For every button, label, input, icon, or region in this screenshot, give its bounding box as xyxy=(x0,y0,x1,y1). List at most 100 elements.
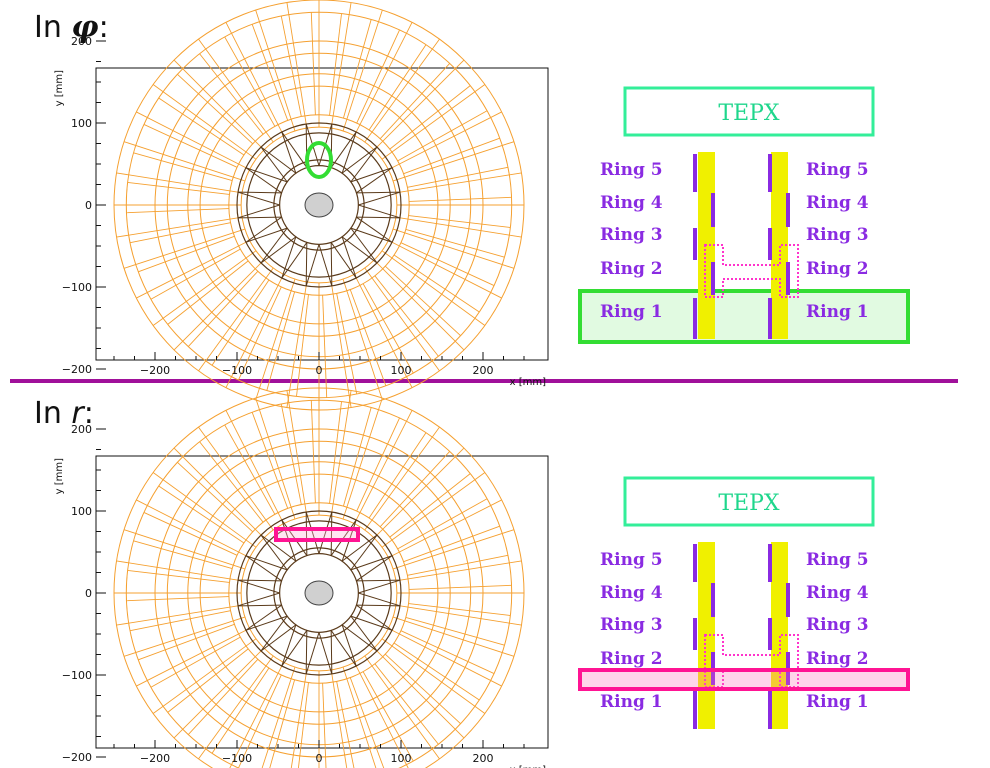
outer-module-edge xyxy=(342,19,372,119)
outer-module-edge xyxy=(330,281,352,408)
inner-module-edge xyxy=(330,519,357,556)
inner-module-edge xyxy=(318,632,333,675)
inner-module-edge xyxy=(358,592,401,607)
ring-label-left: Ring 3 xyxy=(600,225,663,245)
outer-module-edge xyxy=(255,397,296,520)
inner-module-edge xyxy=(305,630,308,674)
inner-ring-circle xyxy=(246,132,392,278)
outer-module-edge xyxy=(362,283,414,374)
ring-label-left: Ring 2 xyxy=(600,259,663,279)
outer-module-edge xyxy=(356,417,400,512)
inner-module-edge xyxy=(260,146,288,183)
outer-module-edge xyxy=(173,59,265,151)
inner-module-edge xyxy=(350,146,378,183)
heading-symbol: φ xyxy=(71,10,99,45)
inner-module-edge xyxy=(281,131,297,174)
outer-module-edge xyxy=(238,286,282,381)
outer-module-edge xyxy=(349,677,385,768)
inner-module-edge xyxy=(305,244,320,287)
outer-module-edge xyxy=(392,141,515,182)
outer-module-edge xyxy=(405,616,505,646)
outer-module-edge xyxy=(198,267,274,372)
outer-module-edge xyxy=(296,294,309,397)
tepx-title-box xyxy=(623,476,875,527)
inner-module-edge xyxy=(245,604,282,631)
inner-module-edge xyxy=(356,216,393,243)
outer-module-edge xyxy=(373,447,465,539)
inner-module-edge xyxy=(341,624,357,667)
outer-module-edge xyxy=(280,15,302,117)
inner-module-edge xyxy=(281,624,297,667)
outer-module-edge xyxy=(152,250,257,326)
inner-module-edge xyxy=(341,236,378,264)
inner-module-edge xyxy=(350,227,393,243)
inner-module-edge xyxy=(330,630,357,667)
ring-label-right: Ring 1 xyxy=(806,692,869,712)
inner-module-edge xyxy=(350,615,378,652)
inner-module-edge xyxy=(237,579,280,594)
outer-module-edge xyxy=(397,498,488,550)
tepx-title-box xyxy=(623,86,875,137)
inner-module-edge xyxy=(318,244,333,287)
inner-module-edge xyxy=(238,216,282,219)
inner-module-edge xyxy=(350,615,393,631)
outer-module-edge xyxy=(116,172,243,194)
inner-module-edge xyxy=(245,167,288,183)
outer-module-edge xyxy=(136,111,250,171)
plot-axes: −200 −100 0 100 200 200 100 0 −100 −200 x [mm] y [m… xyxy=(54,35,546,388)
heading-suffix: : xyxy=(98,10,109,45)
inner-module-edge xyxy=(281,630,308,667)
outer-module-edge xyxy=(395,604,522,626)
inner-module-edge xyxy=(356,216,400,219)
outer-module-edge xyxy=(255,278,296,401)
inner-module-edge xyxy=(238,579,282,582)
outer-module-edge xyxy=(381,250,486,326)
outer-module-edge xyxy=(123,616,246,657)
outer-module-edge xyxy=(384,653,461,725)
outer-module-edge xyxy=(138,623,235,661)
outer-module-edge xyxy=(336,681,355,768)
outer-module-edge xyxy=(150,248,241,300)
ring-label-right: Ring 4 xyxy=(806,583,869,603)
schematic-body: TEPX Ring 5 Ring 4 Ring 3 Ring 2 Ring 1 Ring 5… xyxy=(600,86,875,339)
outer-module-edge xyxy=(224,424,276,515)
outer-module-edge xyxy=(362,671,414,762)
outer-module-edge xyxy=(405,228,505,258)
inner-module-edge xyxy=(350,555,393,571)
outer-module-edge xyxy=(395,560,522,582)
outer-module-edge xyxy=(373,259,465,351)
inner-module-edge xyxy=(341,236,357,279)
inner-module-edge xyxy=(341,146,378,174)
outer-module-edge xyxy=(116,560,243,582)
outer-module-edge xyxy=(229,662,285,768)
plot-axes: −200 −100 0 100 200 200 100 0 −100 −200 x [mm] y [m… xyxy=(54,423,546,768)
inner-module-edge xyxy=(305,632,320,675)
outer-module-edge xyxy=(342,9,383,132)
inner-module-edge xyxy=(356,579,400,582)
y-tick-label: 100 xyxy=(71,505,92,518)
outer-module-edge xyxy=(167,648,249,713)
outer-module-edge xyxy=(177,73,254,145)
outer-module-edge xyxy=(330,669,348,768)
heading-prefix: In xyxy=(34,10,72,45)
outer-module-edge xyxy=(251,412,289,509)
outer-module-edge xyxy=(133,540,233,570)
outer-module-edge xyxy=(198,38,274,143)
outer-module-edge xyxy=(374,663,439,745)
inner-module-edge xyxy=(260,534,288,571)
x-tick-label: 0 xyxy=(316,752,323,765)
outer-module-edge xyxy=(353,662,409,768)
inner-module-edge xyxy=(260,534,297,562)
outer-module-edge xyxy=(136,499,250,559)
outer-module-edge xyxy=(310,400,316,503)
inner-module-edge xyxy=(238,604,282,607)
inner-module-edge xyxy=(281,519,308,556)
tepx-title: TEPX xyxy=(718,491,780,516)
ring-label-left: Ring 5 xyxy=(600,160,663,180)
x-tick-label: 100 xyxy=(391,364,412,377)
r-highlight-rect xyxy=(274,527,360,542)
outer-module-edge xyxy=(356,29,400,124)
x-tick-label: 200 xyxy=(473,364,494,377)
outer-module-edge xyxy=(123,529,246,570)
outer-module-edge xyxy=(342,666,377,768)
